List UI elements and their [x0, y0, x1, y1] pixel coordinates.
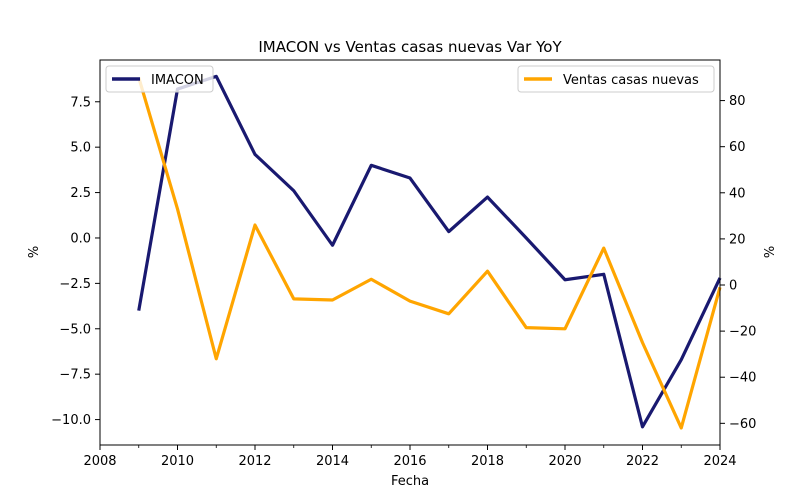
y-right-tick-label: 80	[729, 94, 746, 109]
legend-ventas-casas-nuevas: Ventas casas nuevas	[517, 65, 715, 93]
x-axis-title: Fecha	[391, 474, 429, 489]
y-right-tick-label: −60	[729, 417, 756, 432]
y-left-tick-label: −7.5	[59, 368, 91, 383]
x-tick-label: 2008	[83, 454, 116, 469]
y-right-tick-label: 0	[729, 279, 737, 294]
chart-title: IMACON vs Ventas casas nuevas Var YoY	[258, 38, 562, 56]
x-tick-label: 2024	[703, 454, 736, 469]
x-tick-label: 2020	[548, 454, 581, 469]
x-tick-label: 2010	[161, 454, 194, 469]
x-tick-label: 2014	[316, 454, 349, 469]
y-axis-title-right: %	[763, 246, 778, 258]
y-right-tick-label: 60	[729, 140, 746, 155]
y-left-tick-label: −10.0	[51, 413, 91, 428]
y-right-tick-label: −20	[729, 325, 756, 340]
y-left-tick-label: 0.0	[70, 231, 91, 246]
y-left-tick-label: −2.5	[59, 277, 91, 292]
y-left-tick-label: 5.0	[70, 141, 91, 156]
plot-frame	[99, 59, 721, 446]
legend-ventas-box	[517, 65, 715, 93]
x-tick-label: 2012	[238, 454, 271, 469]
y-right-tick-label: −40	[729, 371, 756, 386]
y-right-tick-label: 20	[729, 232, 746, 247]
legend-imacon: IMACON	[105, 65, 214, 93]
legend-imacon-box	[105, 65, 214, 93]
y-left-tick-label: −5.0	[59, 322, 91, 337]
y-left-tick-label: 7.5	[70, 95, 91, 110]
plot-area: 2008 2010 2012 2014 2016 2018 2020 2022 2024 −10.…	[51, 59, 756, 469]
y-left-tick-label: 2.5	[70, 186, 91, 201]
y-right-tick-label: 40	[729, 186, 746, 201]
series-line-imacon	[137, 74, 722, 429]
x-tick-label: 2022	[626, 454, 659, 469]
legend-imacon-label: IMACON	[151, 73, 204, 88]
y-axis-title-left: %	[27, 246, 42, 258]
series-line-ventas-casas-nuevas	[137, 77, 722, 430]
x-tick-label: 2018	[471, 454, 504, 469]
x-tick-label: 2016	[393, 454, 426, 469]
legend-ventas-label: Ventas casas nuevas	[563, 73, 699, 88]
